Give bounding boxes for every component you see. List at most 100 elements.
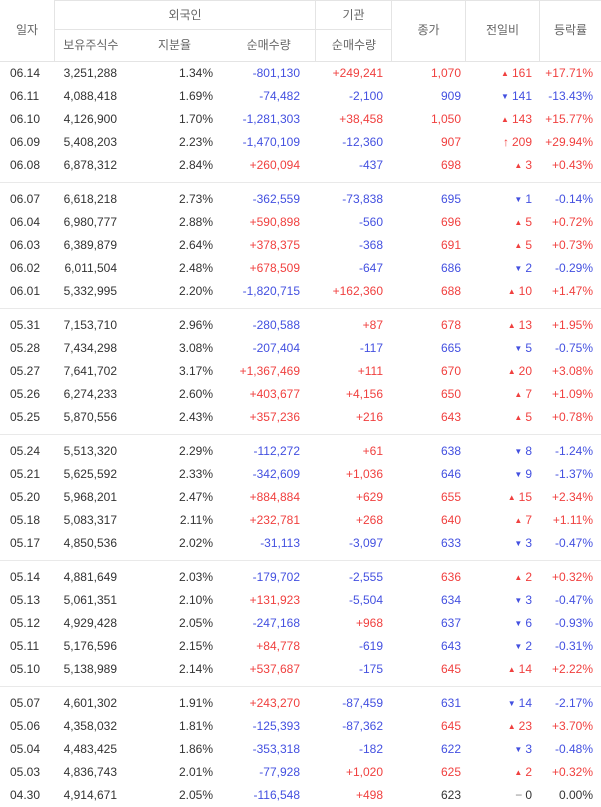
change-value: 3 bbox=[525, 742, 532, 756]
cell-day-change: ▼ 2 bbox=[466, 257, 540, 280]
header-day-change: 전일비 bbox=[466, 0, 540, 61]
cell-foreign-net-buy: -280,588 bbox=[252, 318, 300, 332]
cell-change-rate: +0.32% bbox=[551, 765, 593, 779]
cell-change-rate: -0.47% bbox=[554, 593, 593, 607]
header-close-price: 종가 bbox=[392, 0, 466, 61]
cell-change-rate: -0.14% bbox=[554, 192, 593, 206]
row-group: 06.07 6,618,218 2.73% -362,559 -73,838 6… bbox=[0, 188, 601, 309]
down-triangle-icon: ▼ bbox=[514, 470, 523, 479]
cell-day-change: ▲ 13 bbox=[466, 314, 540, 337]
table-row: 06.11 4,088,418 1.69% -74,482 -2,100 909… bbox=[0, 85, 601, 108]
cell-close-price: 696 bbox=[440, 215, 461, 229]
cell-institution-net-buy: +968 bbox=[355, 616, 383, 630]
table-row: 05.12 4,929,428 2.05% -247,168 +968 637 … bbox=[0, 612, 601, 635]
up-triangle-icon: ▲ bbox=[507, 665, 516, 674]
cell-ownership-ratio: 1.91% bbox=[178, 696, 213, 710]
cell-foreign-net-buy: -125,393 bbox=[252, 719, 300, 733]
cell-change-rate: -0.93% bbox=[554, 616, 593, 630]
cell-institution-net-buy: +1,036 bbox=[345, 467, 383, 481]
table-row: 06.04 6,980,777 2.88% +590,898 -560 696 … bbox=[0, 211, 601, 234]
table-row: 06.09 5,408,203 2.23% -1,470,109 -12,360… bbox=[0, 131, 601, 154]
change-value: 13 bbox=[518, 318, 532, 332]
cell-foreign-net-buy: -179,702 bbox=[252, 570, 300, 584]
up-triangle-icon: ▲ bbox=[514, 768, 523, 777]
cell-foreign-net-buy: -1,470,109 bbox=[242, 135, 300, 149]
cell-close-price: 645 bbox=[440, 719, 461, 733]
cell-foreign-net-buy: +131,923 bbox=[249, 593, 300, 607]
cell-change-rate: -2.17% bbox=[554, 696, 593, 710]
cell-day-change: ▲ 2 bbox=[466, 566, 540, 589]
cell-day-change: ▲ 15 bbox=[466, 486, 540, 509]
table-row: 05.10 5,138,989 2.14% +537,687 -175 645 … bbox=[0, 658, 601, 681]
cell-close-price: 633 bbox=[440, 536, 461, 550]
cell-foreign-net-buy: -31,113 bbox=[260, 536, 300, 550]
cell-institution-net-buy: +249,241 bbox=[332, 66, 383, 80]
cell-shares-held: 4,088,418 bbox=[63, 89, 117, 103]
cell-ownership-ratio: 2.47% bbox=[178, 490, 213, 504]
cell-shares-held: 5,408,203 bbox=[63, 135, 117, 149]
table-row: 06.03 6,389,879 2.64% +378,375 -368 691 … bbox=[0, 234, 601, 257]
cell-close-price: 646 bbox=[440, 467, 461, 481]
cell-day-change: ▲ 3 bbox=[466, 154, 540, 177]
cell-ownership-ratio: 2.01% bbox=[178, 765, 213, 779]
table-row: 06.10 4,126,900 1.70% -1,281,303 +38,458… bbox=[0, 108, 601, 131]
cell-foreign-net-buy: -207,404 bbox=[252, 341, 300, 355]
down-triangle-icon: ▼ bbox=[514, 619, 523, 628]
up-triangle-icon: ▲ bbox=[507, 722, 516, 731]
cell-shares-held: 6,274,233 bbox=[63, 387, 117, 401]
cell-change-rate: +0.43% bbox=[551, 158, 593, 172]
cell-day-change: ▲ 5 bbox=[466, 406, 540, 429]
header-net-buy-foreign: 순매수량 bbox=[246, 38, 291, 52]
cell-change-rate: -0.47% bbox=[554, 536, 593, 550]
cell-change-rate: +0.78% bbox=[551, 410, 593, 424]
down-triangle-icon: ▼ bbox=[507, 699, 516, 708]
cell-change-rate: +1.09% bbox=[551, 387, 593, 401]
cell-foreign-net-buy: -342,609 bbox=[252, 467, 300, 481]
cell-shares-held: 4,126,900 bbox=[63, 112, 117, 126]
cell-ownership-ratio: 2.48% bbox=[178, 261, 213, 275]
cell-change-rate: +17.71% bbox=[545, 66, 593, 80]
cell-institution-net-buy: -437 bbox=[358, 158, 383, 172]
cell-shares-held: 7,434,298 bbox=[63, 341, 117, 355]
table-row: 05.04 4,483,425 1.86% -353,318 -182 622 … bbox=[0, 738, 601, 761]
cell-close-price: 688 bbox=[440, 284, 461, 298]
cell-foreign-net-buy: -112,272 bbox=[253, 444, 300, 458]
cell-date: 05.07 bbox=[10, 696, 41, 710]
header-change-rate: 등락률 bbox=[553, 23, 588, 37]
cell-foreign-net-buy: -116,548 bbox=[253, 788, 300, 802]
cell-shares-held: 5,061,351 bbox=[63, 593, 117, 607]
cell-date: 05.28 bbox=[10, 341, 41, 355]
up-triangle-icon: ▲ bbox=[514, 241, 523, 250]
cell-foreign-net-buy: +403,677 bbox=[249, 387, 300, 401]
cell-day-change: ▼ 3 bbox=[466, 589, 540, 612]
cell-date: 05.20 bbox=[10, 490, 41, 504]
cell-shares-held: 6,389,879 bbox=[63, 238, 117, 252]
cell-close-price: 909 bbox=[440, 89, 461, 103]
table-row: 05.14 4,881,649 2.03% -179,702 -2,555 63… bbox=[0, 566, 601, 589]
change-value: 10 bbox=[518, 284, 532, 298]
cell-shares-held: 5,176,596 bbox=[63, 639, 117, 653]
up-triangle-icon: ▲ bbox=[514, 390, 523, 399]
cell-ownership-ratio: 2.60% bbox=[178, 387, 213, 401]
cell-date: 06.03 bbox=[10, 238, 41, 252]
table-row: 05.26 6,274,233 2.60% +403,677 +4,156 65… bbox=[0, 383, 601, 406]
cell-ownership-ratio: 2.11% bbox=[179, 513, 213, 527]
cell-change-rate: -13.43% bbox=[548, 89, 593, 103]
header-institution-section: 기관 순매수량 bbox=[316, 0, 392, 61]
cell-change-rate: +0.32% bbox=[551, 570, 593, 584]
cell-ownership-ratio: 2.10% bbox=[178, 593, 213, 607]
cell-ownership-ratio: 2.84% bbox=[178, 158, 213, 172]
cell-change-rate: +1.11% bbox=[552, 513, 593, 527]
table-row: 06.02 6,011,504 2.48% +678,509 -647 686 … bbox=[0, 257, 601, 280]
row-group: 05.24 5,513,320 2.29% -112,272 +61 638 ▼… bbox=[0, 440, 601, 561]
cell-institution-net-buy: -619 bbox=[358, 639, 383, 653]
cell-day-change: ▲ 14 bbox=[466, 658, 540, 681]
cell-day-change: ▲ 20 bbox=[466, 360, 540, 383]
cell-close-price: 645 bbox=[440, 662, 461, 676]
cell-change-rate: +29.94% bbox=[545, 135, 593, 149]
cell-foreign-net-buy: -1,281,303 bbox=[242, 112, 300, 126]
cell-date: 04.30 bbox=[10, 788, 41, 802]
cell-shares-held: 4,881,649 bbox=[63, 570, 117, 584]
cell-foreign-net-buy: +378,375 bbox=[249, 238, 300, 252]
change-value: 14 bbox=[518, 696, 532, 710]
